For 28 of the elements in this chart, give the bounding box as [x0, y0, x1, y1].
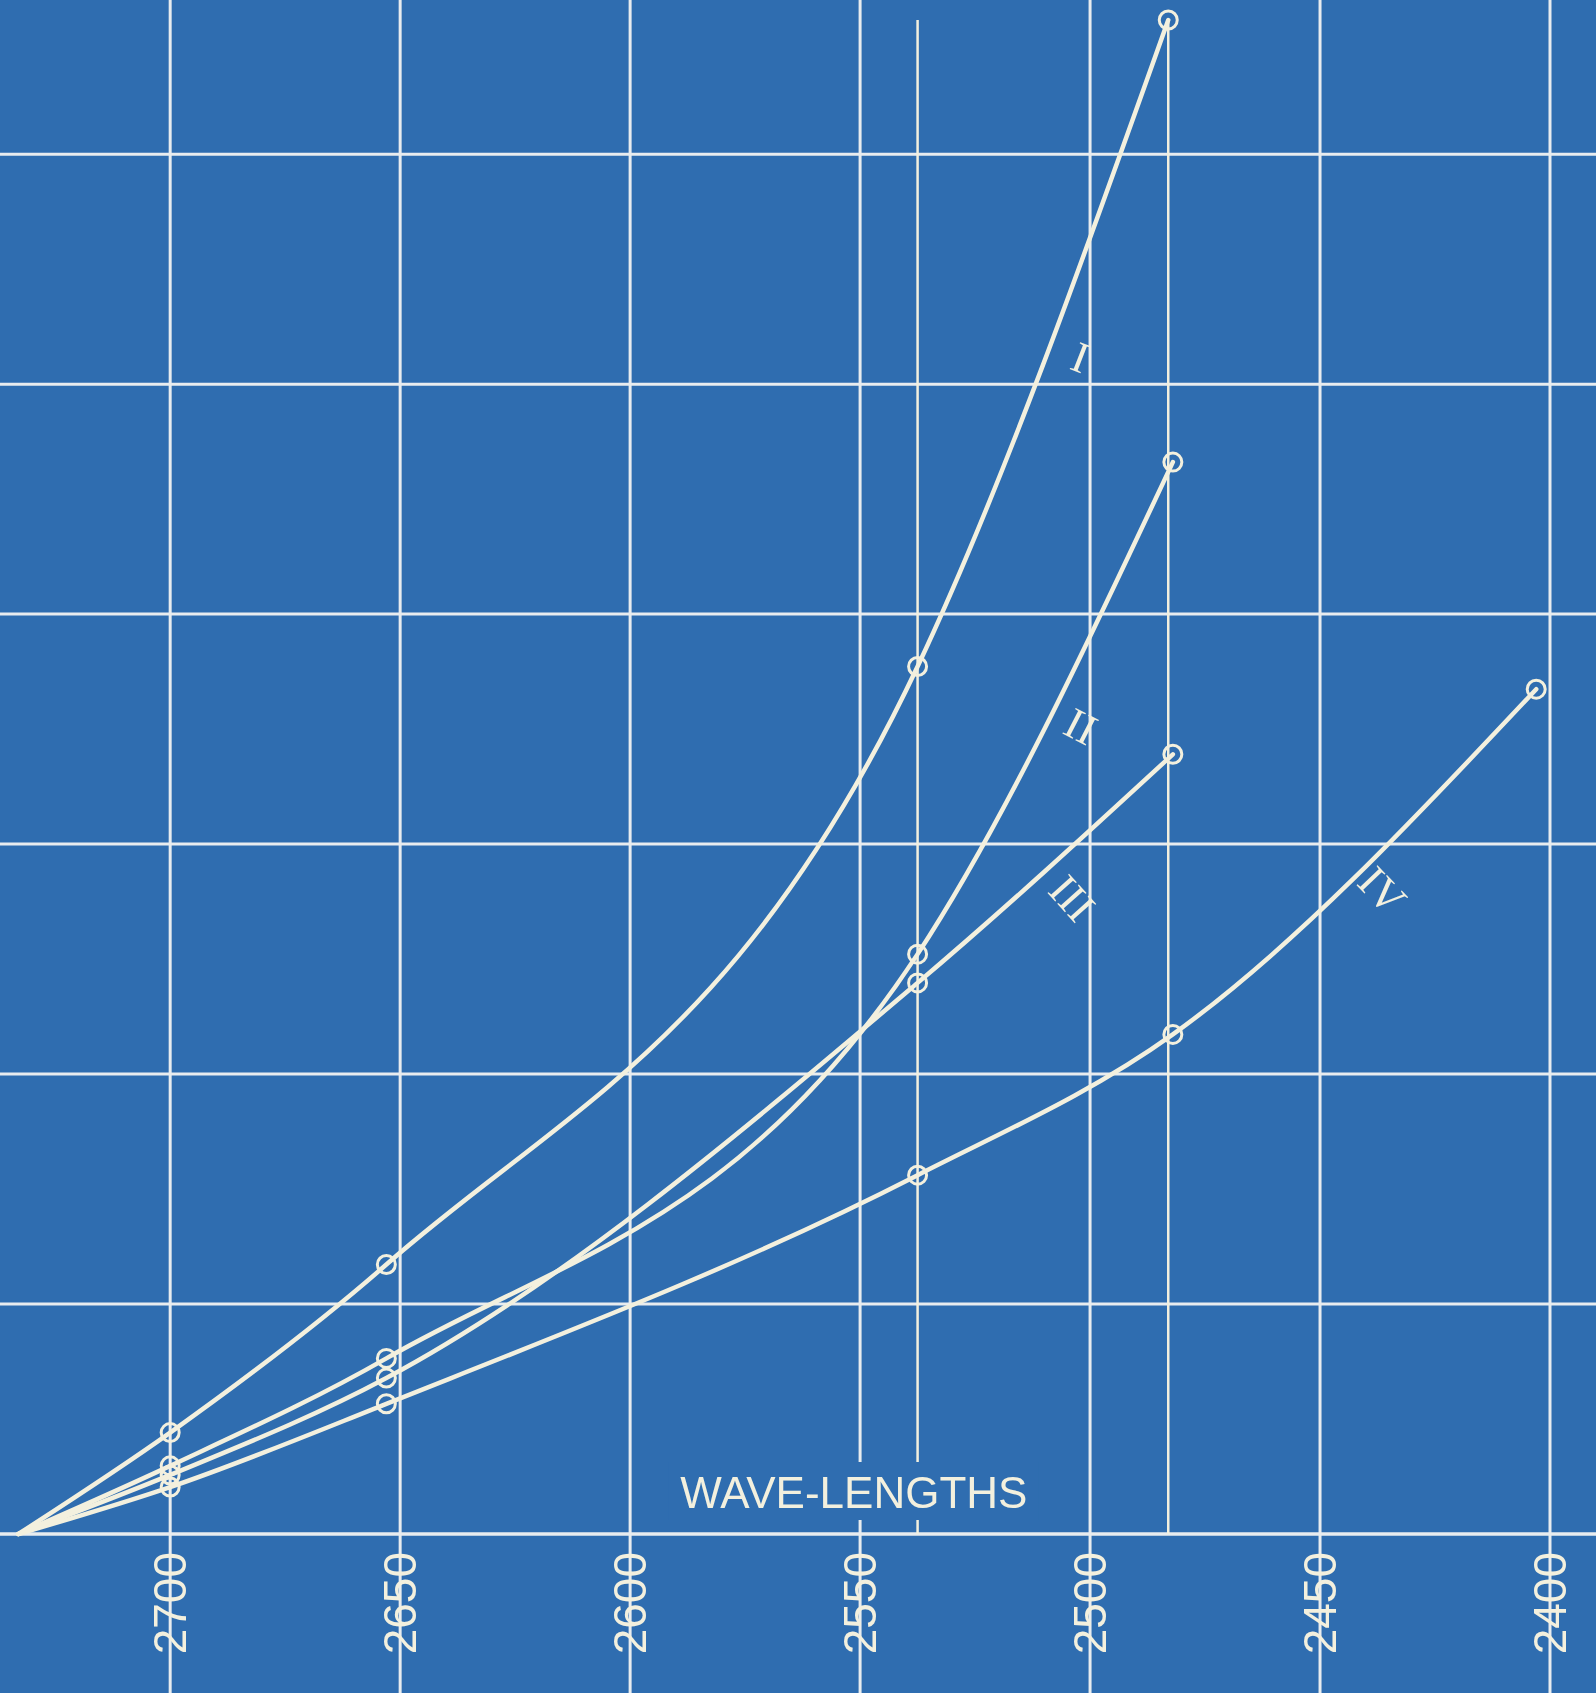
point — [159, 1422, 181, 1444]
x-tick-label: 2500 — [1064, 1552, 1117, 1655]
point — [907, 972, 929, 994]
point — [159, 1455, 181, 1477]
text: I — [1064, 332, 1096, 384]
x-tick-label: 2400 — [1524, 1552, 1577, 1655]
x-tick-label: 2700 — [144, 1552, 197, 1655]
text: II — [1056, 698, 1106, 756]
x-tick-label: 2600 — [604, 1552, 657, 1655]
text: III — [1038, 865, 1105, 932]
point — [1162, 451, 1184, 473]
point — [1162, 743, 1184, 765]
x-tick-label: 2450 — [1294, 1552, 1347, 1655]
x-tick-label: 2550 — [834, 1552, 887, 1655]
x-axis-title: WAVE-LENGTHS — [680, 1468, 1028, 1517]
point — [375, 1254, 397, 1276]
point — [375, 1393, 397, 1415]
point — [159, 1476, 181, 1498]
x-tick-label: 2650 — [374, 1552, 427, 1655]
point — [1525, 678, 1547, 700]
point — [375, 1347, 397, 1369]
text: IV — [1348, 857, 1416, 925]
point — [907, 1164, 929, 1186]
point — [1157, 9, 1179, 31]
point — [375, 1367, 397, 1389]
point — [907, 943, 929, 965]
point — [907, 655, 929, 677]
point — [1162, 1023, 1184, 1045]
